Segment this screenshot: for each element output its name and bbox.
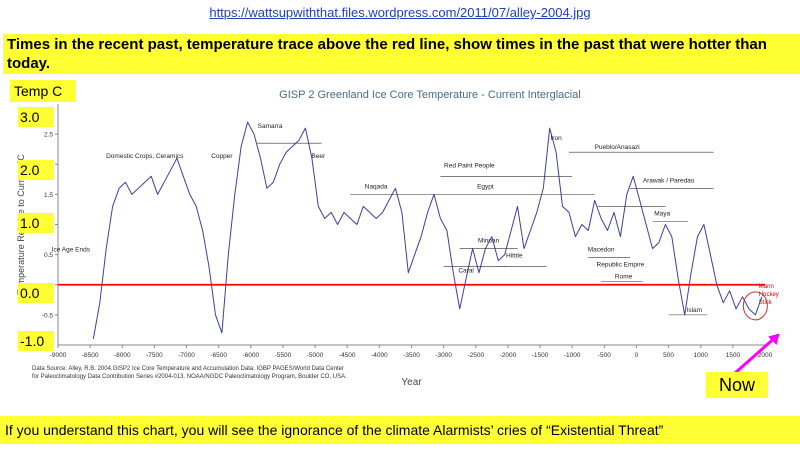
y-tick-label: -0.5 [42,312,54,319]
now-arrow-shaft [734,333,779,375]
x-tick-label: -4500 [339,352,356,359]
x-tick-label: 500 [663,352,674,359]
annotation-line: Stick [759,300,773,306]
bottom-caption: If you understand this chart, you will s… [0,416,800,444]
annotation-line: Hockey [759,292,779,298]
annotation-label: Rome [615,274,633,281]
x-tick-label: -5000 [307,352,324,359]
chart-axes: GISP 2 Greenland Ice Core Temperature - … [16,89,773,388]
annotation-label: Ice Age Ends [52,247,91,254]
y-overlay-label-neg1: -1.0 [18,331,54,351]
annotation-label: Macedon [588,247,615,254]
x-tick-label: -1000 [564,352,581,359]
x-tick-label: 0 [635,352,639,359]
x-tick-label: -4000 [371,352,388,359]
x-tick-label: -5500 [275,352,292,359]
now-label: Now [706,372,768,398]
x-tick-label: -3500 [403,352,420,359]
y-tick-label: 1.5 [44,192,53,199]
annotation-label: Hittite [506,253,523,260]
x-tick-label: -3000 [435,352,452,359]
annotation-label: Naqada [365,183,388,190]
annotation-label: Egypt [477,183,494,190]
x-tick-label: -7500 [146,352,163,359]
y-overlay-label-2: 2.0 [18,160,54,180]
x-tick-label: -6000 [243,352,260,359]
x-tick-label: -8500 [82,352,99,359]
x-tick-label: -1500 [532,352,549,359]
x-tick-label: 2000 [758,352,773,359]
x-tick-label: -9000 [50,352,67,359]
annotation-label: Maya [654,210,670,217]
x-tick-label: -2500 [467,352,484,359]
now-arrow-head [768,333,780,345]
chart-title: GISP 2 Greenland Ice Core Temperature - … [279,89,581,101]
x-tick-label: -500 [598,352,611,359]
temperature-chart: GISP 2 Greenland Ice Core Temperature - … [16,89,780,388]
hockey-stick-circle [742,291,768,321]
y-tick-label: 2.5 [44,132,53,139]
annotation-label: Islam [687,307,703,314]
y-overlay-label-1: 1.0 [18,213,54,233]
annotation-label: Domestic Crops, Ceramics [106,153,184,160]
annotation-label: Minoan [478,238,500,245]
annotation-label: Republic Empire [597,262,645,269]
x-tick-label: -8000 [114,352,131,359]
y-overlay-label-3: 3.0 [18,107,54,127]
chart-annotations: Ice Age Ends Domestic Crops, Ceramics Copp… [52,123,780,375]
x-tick-label: 1500 [726,352,741,359]
y-tick-label: 0.5 [44,252,53,259]
annotation-label: Pueblo/Anasazi [595,144,640,151]
source-url-link[interactable]: https://wattsupwiththat.files.wordpress.… [209,5,591,20]
headline-banner: Times in the recent past, temperature tr… [3,34,800,74]
annotation-label: Samarra [258,123,283,130]
x-axis-label: Year [401,377,422,388]
annotation-label: Mann Hockey Stick [759,284,779,306]
temperature-trace-line [92,121,763,340]
chart-trace [92,121,763,340]
annotation-line: Mann [759,284,774,290]
annotation-label: Red Paint People [444,162,495,169]
annotation-label: Iron [551,135,563,142]
data-source-note: Data Source: Alley, R.B. 2004.GISP2 Ice … [32,366,347,380]
x-tick-label: -6500 [210,352,227,359]
temp-unit-label: Temp C [10,80,76,102]
y-overlay-label-0: 0.0 [18,283,54,303]
annotation-label: Copper [211,153,233,160]
x-tick-label: -2000 [500,352,517,359]
x-tick-label: -7000 [178,352,195,359]
annotation-label: Caral [458,268,474,275]
annotation-label: Beer [311,153,326,160]
annotation-label: Arawak / Paredao [643,177,695,184]
x-tick-label: 1000 [693,352,708,359]
